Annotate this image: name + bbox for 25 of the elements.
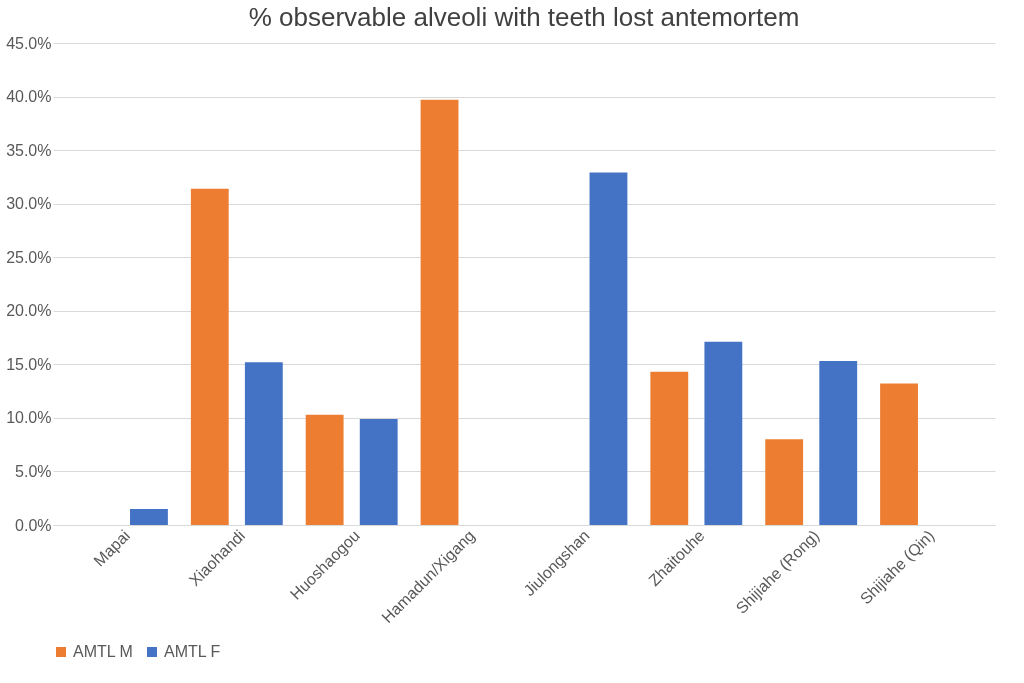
y-tick-label: 45.0%	[6, 34, 52, 52]
bar	[704, 341, 743, 525]
bar	[305, 414, 344, 525]
bar	[420, 99, 459, 525]
bar	[130, 508, 168, 525]
bar	[589, 172, 628, 525]
legend-label: AMTL M	[73, 643, 133, 660]
y-tick-label: 10.0%	[6, 409, 52, 427]
bar	[880, 383, 918, 525]
y-tick-label: 40.0%	[6, 88, 52, 106]
bar	[819, 361, 858, 525]
bar	[244, 362, 283, 525]
bar	[359, 418, 398, 525]
y-tick-label: 15.0%	[6, 355, 52, 373]
y-tick-label: 30.0%	[6, 195, 52, 213]
y-tick-label: 35.0%	[6, 141, 52, 159]
bar	[650, 371, 689, 525]
bar	[190, 188, 229, 525]
y-tick-label: 20.0%	[6, 302, 52, 320]
y-tick-label: 0.0%	[15, 516, 52, 534]
chart-title: % observable alveoli with teeth lost antemortem	[248, 2, 800, 32]
y-tick-label: 25.0%	[6, 248, 52, 266]
legend-label: AMTL F	[164, 643, 221, 660]
y-tick-label: 5.0%	[15, 462, 52, 480]
bar	[765, 439, 804, 525]
